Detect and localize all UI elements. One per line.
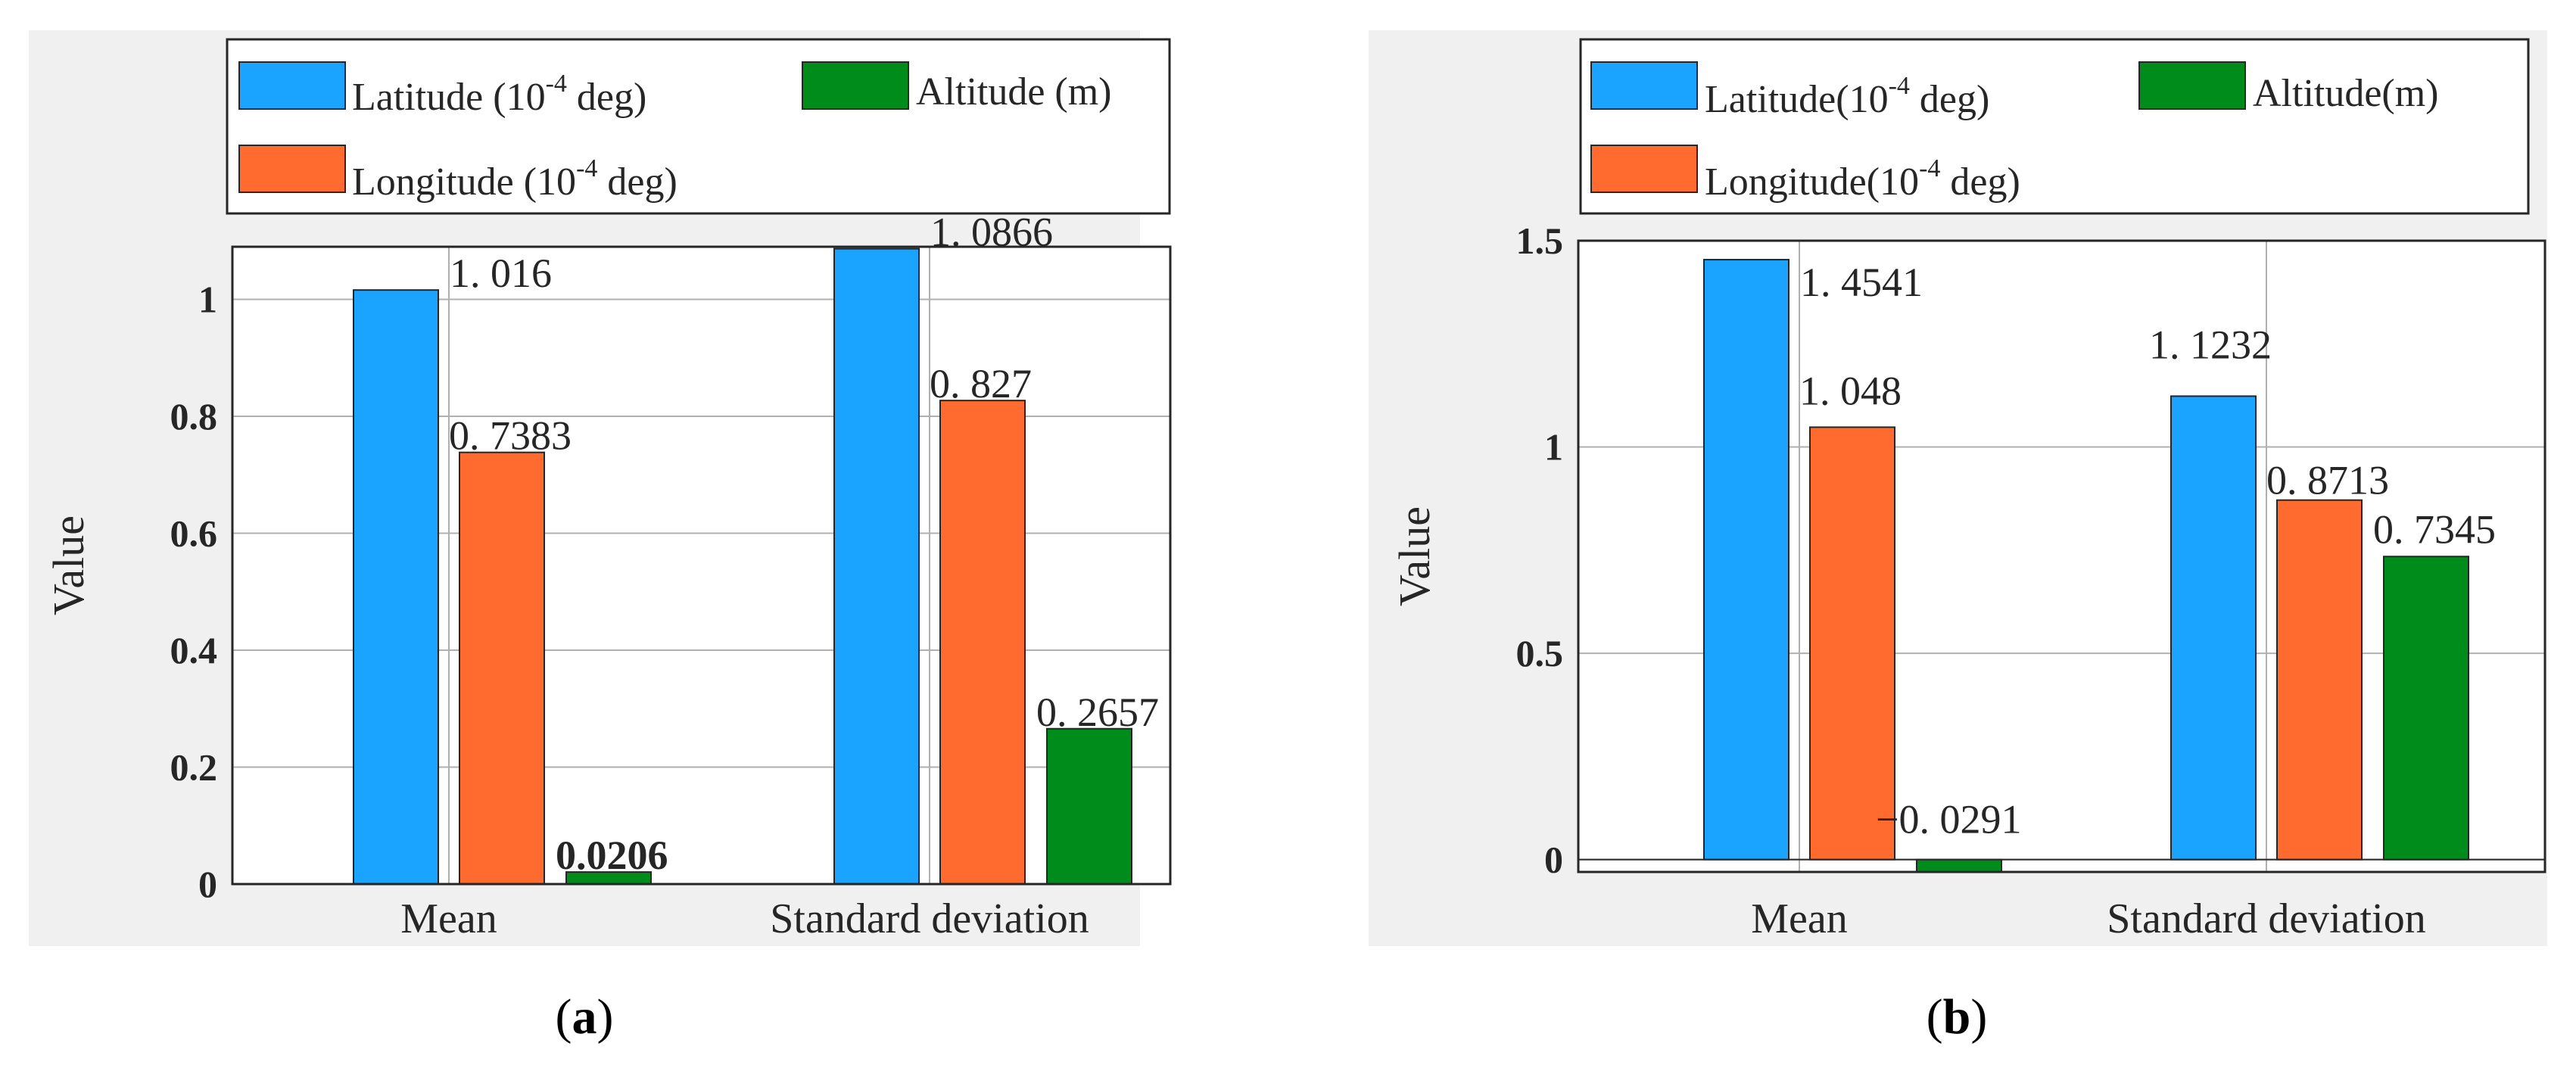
bar-longitude-std bbox=[2276, 499, 2363, 861]
x-category-label: Standard deviation bbox=[2107, 895, 2425, 942]
panel-b-legend-box bbox=[1579, 38, 2530, 215]
bar-altitude-std bbox=[1046, 727, 1132, 886]
y-tick-label: 0.5 bbox=[1516, 632, 1564, 674]
bar-altitude-mean bbox=[1916, 858, 2002, 873]
bar-altitude-std bbox=[2383, 556, 2469, 861]
bar-longitude-mean bbox=[1809, 426, 1895, 861]
x-category-label: Standard deviation bbox=[770, 895, 1089, 942]
y-tick-label: 0.4 bbox=[170, 629, 218, 671]
y-tick-label: 0.6 bbox=[170, 512, 218, 555]
legend-swatch-latitude bbox=[238, 61, 346, 110]
legend-label-altitude: Altitude (m) bbox=[916, 70, 1112, 114]
bar-longitude-std bbox=[939, 400, 1026, 885]
data-label-latitude-std: 1. 0866 bbox=[930, 210, 1053, 255]
data-label-altitude-mean: −0. 0291 bbox=[1876, 797, 2021, 842]
data-label-longitude-std: 0. 827 bbox=[930, 361, 1032, 406]
y-tick-label: 0.8 bbox=[170, 395, 218, 437]
y-tick-label: 1.5 bbox=[1516, 220, 1564, 262]
panel-a-caption: (a) bbox=[556, 989, 614, 1045]
panel-b: Latitude(10-4 deg) Altitude(m) Longitude… bbox=[1369, 30, 2547, 1045]
legend-swatch-longitude bbox=[1590, 145, 1698, 193]
data-label-longitude-mean: 0. 7383 bbox=[449, 413, 572, 459]
x-category-label: Mean bbox=[400, 895, 497, 942]
legend-swatch-altitude bbox=[802, 61, 909, 110]
panel-a-legend: Latitude (10-4 deg) Altitude (m) Longitu… bbox=[226, 38, 1171, 215]
legend-label-altitude: Altitude(m) bbox=[2253, 72, 2439, 115]
data-label-latitude-std: 1. 1232 bbox=[2149, 322, 2272, 367]
bar-longitude-mean bbox=[459, 451, 545, 885]
legend-label-longitude: Longitude (10-4 deg) bbox=[352, 154, 677, 204]
legend-swatch-longitude bbox=[238, 145, 346, 193]
y-tick-label: 1 bbox=[1544, 426, 1563, 469]
data-label-longitude-mean: 1. 048 bbox=[1799, 368, 1902, 413]
y-tick-label: 0.2 bbox=[170, 746, 218, 789]
data-label-altitude-mean: 0.0206 bbox=[556, 833, 668, 878]
y-tick-label: 0 bbox=[1544, 839, 1563, 881]
x-category-label: Mean bbox=[1751, 895, 1848, 942]
legend-label-latitude: Latitude (10-4 deg) bbox=[352, 70, 646, 119]
legend-label-latitude: Latitude(10-4 deg) bbox=[1705, 72, 1989, 121]
data-label-latitude-mean: 1. 4541 bbox=[1800, 260, 1923, 305]
legend-label-longitude: Longitude(10-4 deg) bbox=[1705, 154, 2020, 204]
bar-latitude-mean bbox=[353, 289, 439, 885]
data-label-latitude-mean: 1. 016 bbox=[450, 251, 552, 296]
data-label-altitude-std: 0. 2657 bbox=[1036, 690, 1159, 735]
data-label-longitude-std: 0. 8713 bbox=[2266, 458, 2389, 503]
y-tick-label: 0 bbox=[198, 863, 217, 905]
panel-b-legend: Latitude(10-4 deg) Altitude(m) Longitude… bbox=[1579, 38, 2530, 215]
data-label-altitude-std: 0. 7345 bbox=[2373, 506, 2496, 552]
y-axis-label: Value bbox=[44, 515, 93, 615]
legend-swatch-latitude bbox=[1590, 61, 1698, 110]
panel-a: Latitude (10-4 deg) Altitude (m) Longitu… bbox=[29, 30, 1172, 1045]
axes-frame bbox=[231, 245, 1172, 886]
bar-latitude-std bbox=[2170, 395, 2257, 861]
legend-swatch-altitude bbox=[2138, 61, 2246, 110]
axes-frame bbox=[1577, 239, 2546, 873]
bar-latitude-mean bbox=[1703, 259, 1789, 861]
y-tick-label: 1 bbox=[198, 279, 217, 321]
y-axis-label: Value bbox=[1390, 506, 1439, 606]
panel-b-caption: (b) bbox=[1927, 989, 1988, 1045]
panel-a-legend-box bbox=[226, 38, 1171, 215]
panel-b-plot: 0 0.5 1 1.5 1. 4541 1. 1232 1. 048 0. 8713 −0. 0… bbox=[1390, 220, 2546, 942]
panel-a-plot: 0 0.2 0.4 0.6 0.8 1 1. 016 1. 0866 0. 7383 0. 827… bbox=[44, 210, 1172, 942]
bar-latitude-std bbox=[833, 248, 920, 886]
